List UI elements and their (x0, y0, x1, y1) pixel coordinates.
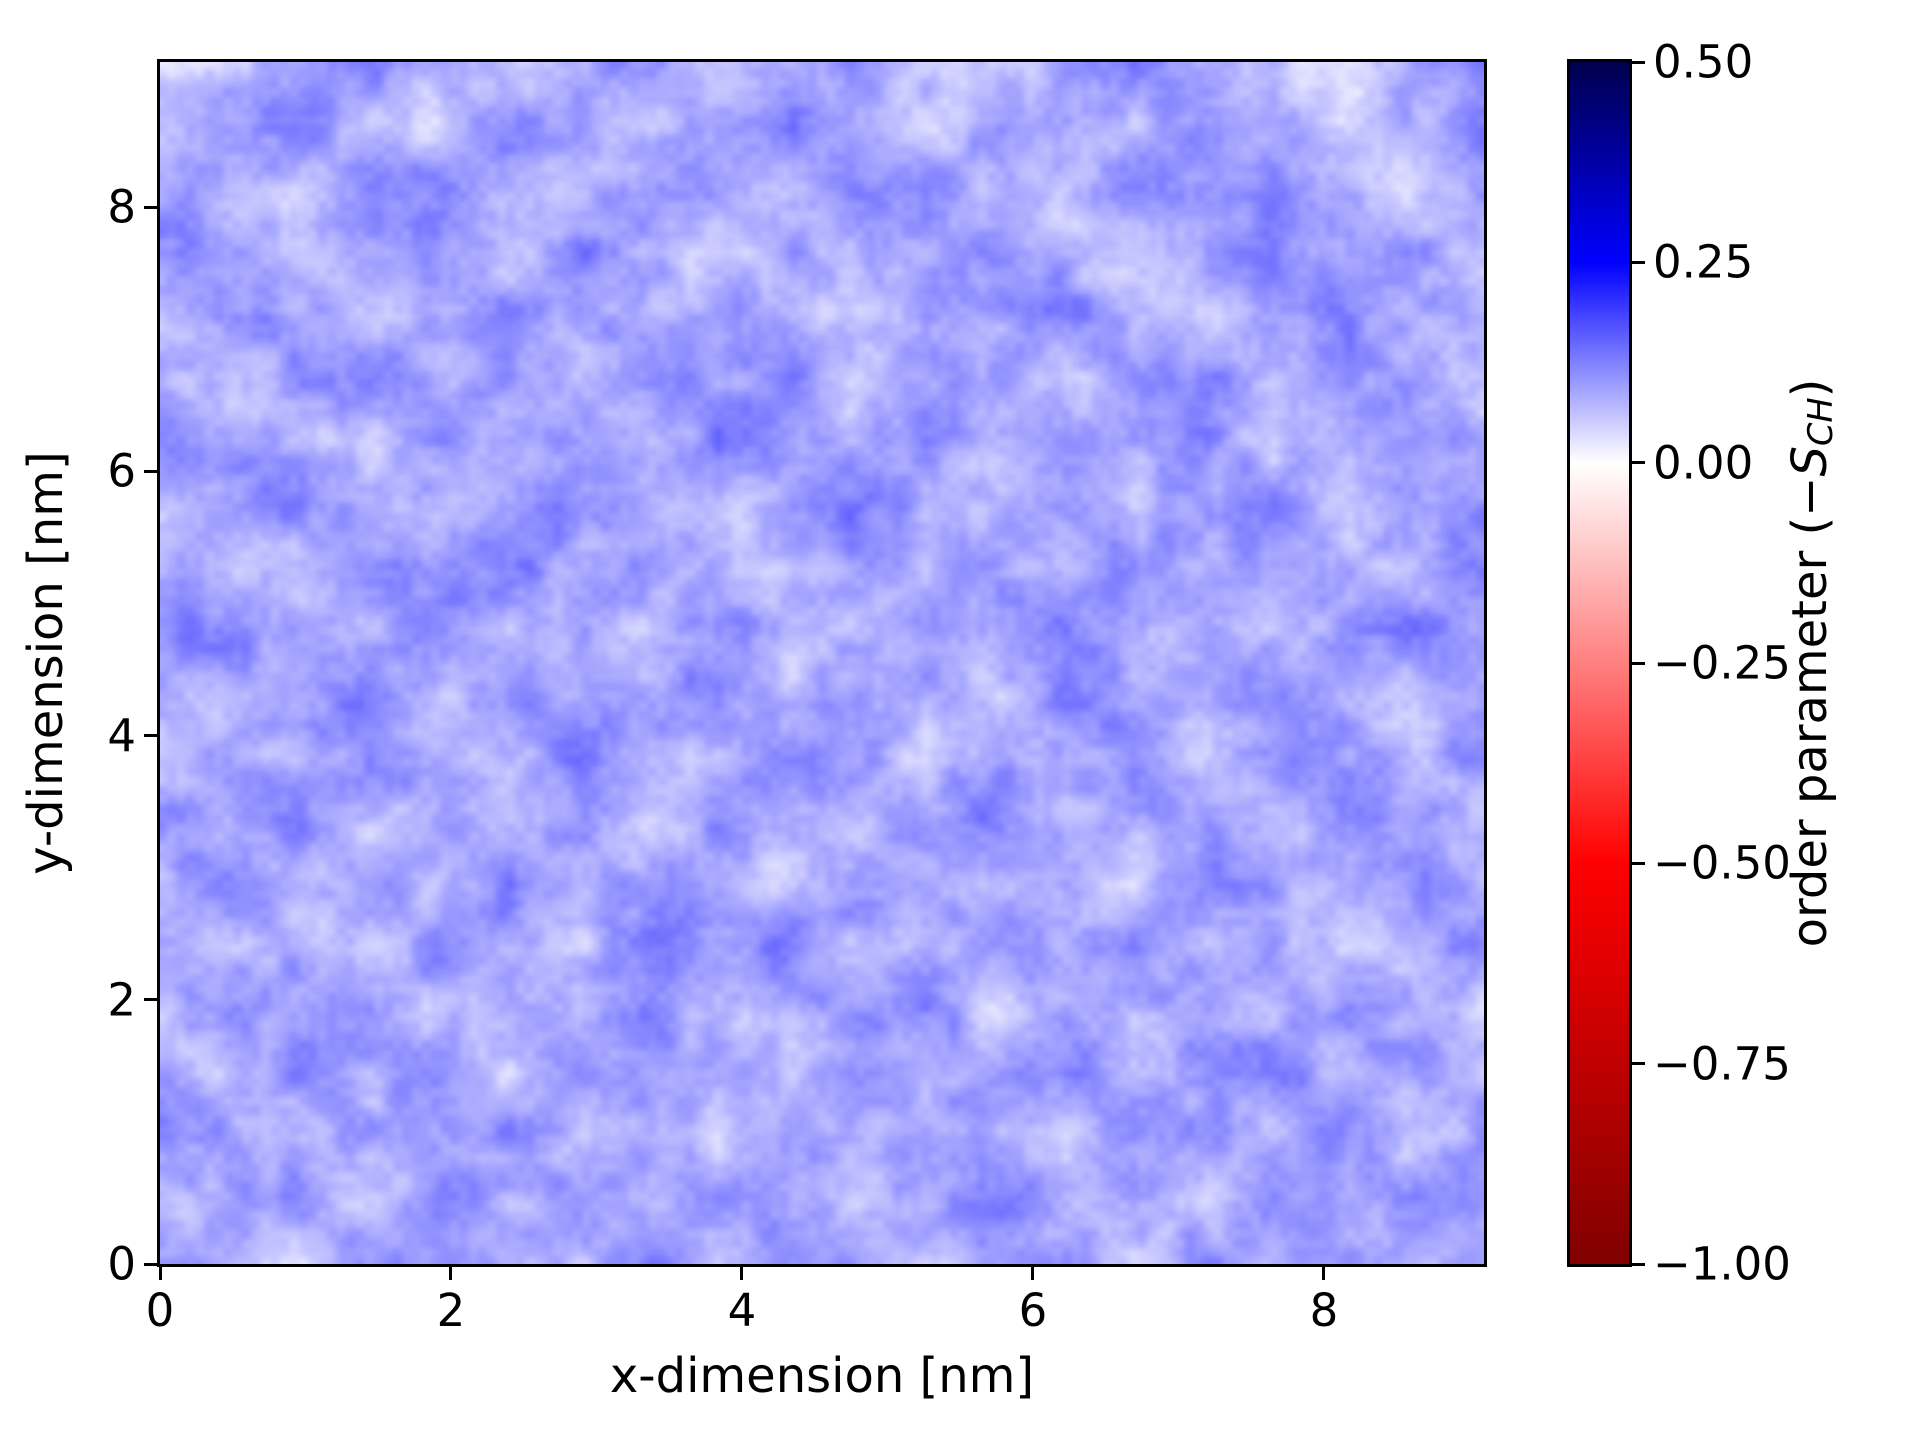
x-axis-label: x-dimension [nm] (609, 1348, 1035, 1404)
heatmap-canvas (160, 62, 1484, 1264)
y-tick-label: 0 (107, 1237, 136, 1291)
y-axis-label: y-dimension [nm] (18, 451, 74, 875)
x-tick-label: 2 (436, 1284, 466, 1337)
colorbar-tick-mark (1632, 60, 1645, 64)
colorbar-tick-label: 0.25 (1653, 235, 1754, 289)
x-tick-mark (449, 1267, 453, 1280)
colorbar-label-subscript: CH (1801, 397, 1841, 447)
x-tick-mark (1322, 1267, 1326, 1280)
colorbar-tick-mark (1632, 1062, 1645, 1066)
y-tick-mark (144, 734, 157, 738)
y-tick-mark (144, 205, 157, 209)
colorbar-tick-label: −1.00 (1653, 1237, 1791, 1291)
x-tick-mark (158, 1267, 162, 1280)
x-tick-label: 8 (1309, 1284, 1339, 1337)
colorbar-tick-mark (1632, 861, 1645, 865)
colorbar-tick-mark (1632, 461, 1645, 465)
colorbar-tick-label: −0.75 (1653, 1037, 1791, 1091)
x-tick-mark (1031, 1267, 1035, 1280)
y-tick-label: 2 (107, 973, 136, 1027)
colorbar-tick-label: 0.00 (1653, 436, 1754, 490)
x-tick-label: 6 (1018, 1284, 1048, 1337)
colorbar-tick-mark (1632, 661, 1645, 665)
colorbar-tick-mark (1632, 1262, 1645, 1266)
colorbar (1567, 59, 1632, 1267)
y-tick-label: 4 (107, 709, 136, 763)
y-tick-mark (144, 469, 157, 473)
y-tick-label: 8 (107, 180, 136, 234)
colorbar-gradient (1570, 62, 1629, 1264)
colorbar-label: order parameter (−SCH) (1782, 379, 1841, 948)
y-tick-mark (144, 1262, 157, 1266)
x-tick-label: 0 (145, 1284, 175, 1337)
colorbar-tick-label: −0.50 (1653, 836, 1791, 890)
colorbar-tick-label: −0.25 (1653, 636, 1791, 690)
y-tick-mark (144, 998, 157, 1002)
colorbar-label-var: S (1782, 446, 1838, 477)
x-tick-mark (740, 1267, 744, 1280)
plot-area (157, 59, 1487, 1267)
x-tick-label: 4 (727, 1284, 757, 1337)
colorbar-tick-mark (1632, 260, 1645, 264)
colorbar-label-suffix: ) (1782, 378, 1838, 398)
colorbar-tick-label: 0.50 (1653, 35, 1754, 89)
y-tick-label: 6 (107, 444, 136, 498)
